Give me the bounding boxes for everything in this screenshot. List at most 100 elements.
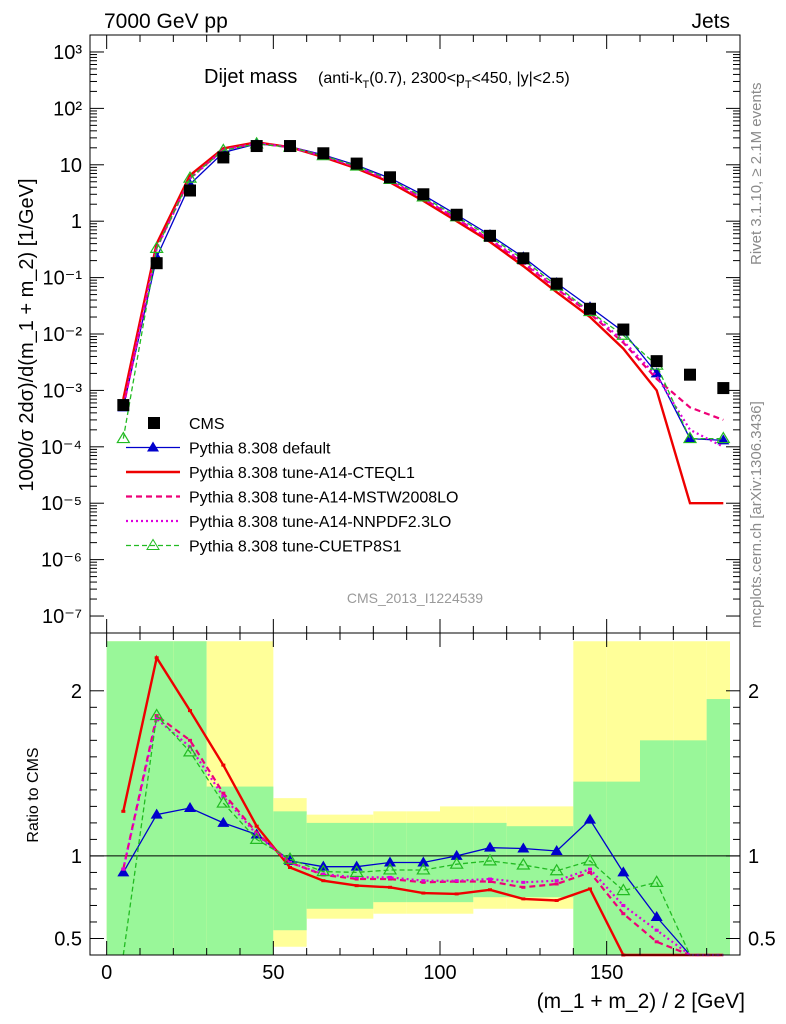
ratio-ytick-label-right: 1 xyxy=(748,846,759,868)
ratio-point-default xyxy=(650,911,663,922)
main-ytick-label: 10⁻¹ xyxy=(43,268,83,290)
main-point-default xyxy=(717,434,730,445)
ratio-ytick-label-right: 0.5 xyxy=(748,928,776,950)
main-point-cms xyxy=(684,368,696,381)
main-ytick-label: 10⁻⁶ xyxy=(41,550,82,572)
rivet-label: Rivet 3.1.10, ≥ 2.1M events xyxy=(748,83,765,266)
main-ytick-label: 10³ xyxy=(53,42,82,64)
ratio-band-inner xyxy=(673,740,707,955)
ratio-series-line xyxy=(122,714,724,956)
ratio-band-inner xyxy=(240,786,274,955)
ratio-ytick-label-right: 2 xyxy=(748,681,759,703)
main-series-line xyxy=(122,142,724,448)
main-point-cms xyxy=(217,151,230,164)
main-ytick-label: 10⁻⁴ xyxy=(41,437,82,459)
watermark: CMS_2013_I1224539 xyxy=(347,590,483,606)
ratio-band-inner xyxy=(706,699,730,955)
ratio-point-default xyxy=(484,841,496,852)
main-frame xyxy=(89,34,741,634)
ratio-point-cuetp8s1 xyxy=(549,863,564,876)
ratio-xlabel: (m_1 + m_2) / 2 [GeV] xyxy=(537,990,745,1013)
ratio-point-default xyxy=(550,844,563,855)
ratio-point-default xyxy=(184,802,196,813)
ratio-point-cuetp8s1 xyxy=(382,862,398,875)
main-point-cms xyxy=(417,188,430,201)
header-right: Jets xyxy=(691,10,730,33)
main-point-cms xyxy=(317,147,330,160)
main-ytick-label: 10⁻² xyxy=(43,324,83,346)
ratio-point-cuetp8s1 xyxy=(149,708,164,721)
header-left: 7000 GeV pp xyxy=(104,10,228,33)
ratio-band-inner xyxy=(473,822,507,898)
ratio-point-default xyxy=(450,849,463,860)
mcplots-label: mcplots.cern.ch [arXiv:1306.3436] xyxy=(748,401,765,628)
main-point-cms xyxy=(584,302,596,315)
ratio-point-default xyxy=(117,866,130,877)
ratio-xtick-label: 0 xyxy=(101,962,112,984)
plot-title-detail: (anti-kT(0.7), 2300<pT<450, |y|<2.5) xyxy=(318,70,570,91)
ratio-point-cuetp8s1 xyxy=(349,865,364,878)
ratio-ytick-label: 2 xyxy=(71,681,82,703)
main-point-cms xyxy=(517,252,530,265)
main-ytick-label: 10⁻³ xyxy=(43,380,83,402)
ratio-point-default xyxy=(584,813,596,824)
ratio-band-inner xyxy=(273,811,307,931)
ratio-point-cuetp8s1 xyxy=(216,795,231,808)
ratio-point-cuetp8s1 xyxy=(616,883,631,896)
ratio-ytick-label: 1 xyxy=(71,846,82,868)
ratio-band-inner xyxy=(173,641,207,955)
main-point-default xyxy=(650,367,663,378)
ratio-band-inner xyxy=(206,786,240,955)
ratio-xtick-label: 100 xyxy=(423,962,456,984)
main-point-cuetp8s1 xyxy=(182,170,198,183)
main-point-cms xyxy=(717,382,730,395)
legend-label: Pythia 8.308 tune-CUETP8S1 xyxy=(189,539,402,556)
legend: CMS Pythia 8.308 default Pythia 8.308 tune… xyxy=(126,416,458,556)
main-point-cuetp8s1 xyxy=(116,431,131,444)
ratio-band-inner xyxy=(440,822,474,903)
main-ytick-label: 10⁻⁵ xyxy=(41,493,82,515)
ratio-point-default xyxy=(617,866,630,877)
ratio-point-cuetp8s1 xyxy=(416,862,431,875)
main-point-cms xyxy=(650,355,663,368)
main-series-line xyxy=(122,142,724,421)
ratio-band-inner xyxy=(640,740,674,955)
plot-title-main: Dijet mass xyxy=(204,66,297,88)
main-point-cms xyxy=(550,277,563,290)
main-point-cms xyxy=(450,208,463,221)
main-point-cms xyxy=(484,229,496,242)
ratio-frame xyxy=(89,632,741,956)
main-point-cuetp8s1 xyxy=(149,241,164,253)
legend-label: Pythia 8.308 tune-A14-NNPDF2.3LO xyxy=(189,514,451,531)
ratio-xtick-label: 150 xyxy=(590,962,623,984)
ratio-point-cuetp8s1 xyxy=(482,853,498,866)
main-ytick-label: 10² xyxy=(53,98,82,120)
main-ytick-label: 10 xyxy=(60,155,82,177)
main-panel: 10⁻⁷ 10⁻⁶ 10⁻⁵ 10⁻⁴ 10⁻³ 10⁻² 10⁻¹ 1 10 10² 10³ Di… xyxy=(16,34,741,634)
ratio-point-cuetp8s1 xyxy=(649,875,664,887)
main-ylabel: 1000/σ 2dσ)/d(m_1 + m_2) [1/GeV] xyxy=(16,178,38,491)
main-series-line xyxy=(122,143,724,440)
ratio-point-cuetp8s1 xyxy=(516,857,531,870)
main-ytick-label: 1 xyxy=(71,211,82,233)
ratio-panel: 0.5 0.5 1 1 2 2 0 50 100 150 Ratio to CMS (m_1 + … xyxy=(25,632,776,1013)
ratio-band-inner xyxy=(140,641,174,955)
legend-marker-default xyxy=(147,441,159,452)
legend-label: CMS xyxy=(189,416,225,433)
legend-label: Pythia 8.308 default xyxy=(189,441,331,458)
main-point-cms xyxy=(384,171,396,184)
ratio-point-cuetp8s1 xyxy=(582,853,598,866)
legend-label: Pythia 8.308 tune-A14-CTEQL1 xyxy=(189,465,415,482)
ratio-point-default xyxy=(417,856,430,867)
main-point-cuetp8s1 xyxy=(682,431,698,444)
main-point-cms xyxy=(250,140,263,153)
main-point-cms xyxy=(350,157,363,170)
main-ytick-label: 10⁻⁷ xyxy=(42,606,82,628)
main-point-cms xyxy=(284,140,296,153)
ratio-point-cuetp8s1 xyxy=(449,857,464,869)
main-point-cuetp8s1 xyxy=(716,431,731,444)
ratio-point-default xyxy=(384,856,396,867)
ratio-point-cuetp8s1 xyxy=(182,744,198,757)
ratio-point-default xyxy=(150,808,163,819)
